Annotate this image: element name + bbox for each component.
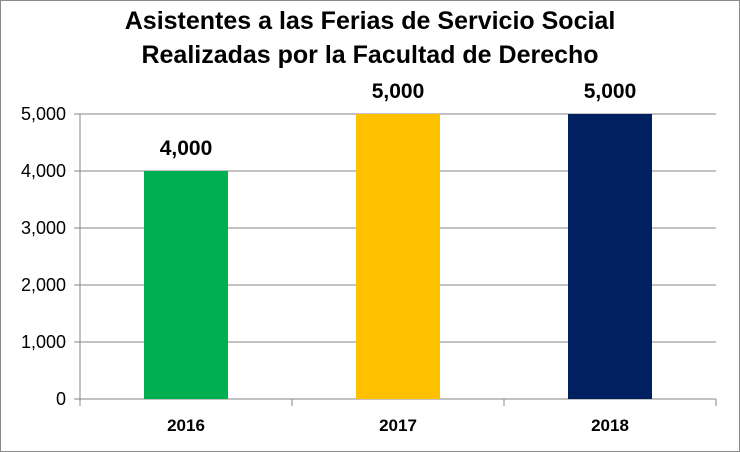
chart-title-line-2: Realizadas por la Facultad de Derecho — [141, 41, 599, 69]
bar-2016 — [144, 171, 228, 399]
y-tick-label: 1,000 — [21, 332, 66, 352]
y-tick-label: 3,000 — [21, 218, 66, 238]
x-tick-label-2017: 2017 — [379, 416, 417, 435]
y-tick-label: 0 — [56, 389, 66, 409]
chart-title-line-1: Asistentes a las Ferias de Servicio Soci… — [124, 7, 616, 35]
chart-title: Asistentes a las Ferias de Servicio Soci… — [0, 4, 740, 72]
data-label-2016: 4,000 — [160, 137, 213, 160]
x-tick-label-2016: 2016 — [167, 416, 205, 435]
data-label-2018: 5,000 — [584, 80, 637, 103]
bar-2018 — [568, 114, 652, 399]
y-tick-label: 4,000 — [21, 161, 66, 181]
y-tick-label: 5,000 — [21, 104, 66, 124]
x-tick-label-2018: 2018 — [591, 416, 629, 435]
y-tick-label: 2,000 — [21, 275, 66, 295]
bar-2017 — [356, 114, 440, 399]
data-label-2017: 5,000 — [372, 80, 425, 103]
